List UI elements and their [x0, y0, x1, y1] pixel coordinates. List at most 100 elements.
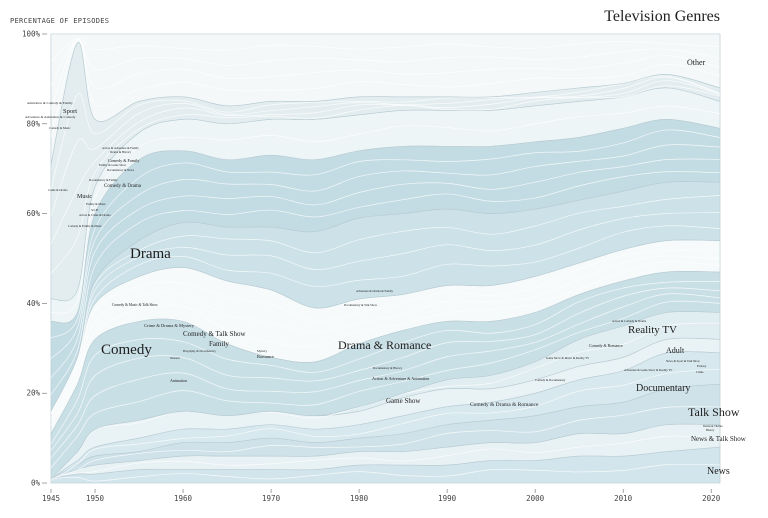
label-history: History [706, 429, 715, 432]
x-tick-label: 1960 [174, 494, 193, 503]
layer-subline [50, 280, 721, 445]
layer-subline [50, 225, 721, 411]
label-family: Family [209, 340, 229, 348]
layer-subline [50, 38, 721, 138]
layer-subline [50, 158, 721, 379]
label-drama: Drama [130, 246, 171, 262]
label-animation-comedy-family: Animation & Comedy & Family [27, 101, 73, 105]
label-drama-thriller: Drama & Thriller [703, 425, 723, 428]
layer-subline [50, 39, 721, 110]
layer-subline [50, 287, 721, 451]
label-comedy-music: Comedy & Music [49, 126, 71, 130]
label-western: Western [170, 356, 180, 360]
layer-subline [50, 80, 721, 245]
label-crime-drama: Crime & Drama [48, 188, 68, 192]
label-animation: Animation [170, 378, 187, 383]
layer-subline [50, 435, 721, 477]
layer-subline [50, 261, 721, 426]
layer-subline [50, 144, 721, 359]
label-family-music: Family & Music [86, 202, 107, 206]
label-documentary-history: Documentary & History [373, 366, 403, 370]
label-music: Music [77, 194, 92, 200]
layer-other [50, 33, 721, 165]
layer-subline [50, 37, 721, 62]
label-news-talk-show: News & Talk Show [691, 435, 747, 443]
label-sport: Sport [63, 108, 77, 115]
y-tick-label: 40% [26, 299, 40, 308]
label-documentary-family: Documentary & Family [89, 178, 118, 182]
layer-subline [50, 368, 721, 481]
label-sci-fi: Sci-Fi [91, 208, 99, 212]
stream-layers [50, 33, 721, 484]
layer-subline [50, 463, 721, 482]
label-news: News [707, 466, 730, 477]
x-tick-label: 2020 [702, 494, 721, 503]
label-crime: Crime [696, 370, 704, 374]
y-tick-label: 60% [26, 209, 40, 218]
label-news-sport-talk-show: News & Sport & Talk Show [666, 359, 701, 363]
label-comedy-documentary: Comedy & Documentary [535, 378, 566, 382]
chart-title: Television Genres [604, 8, 720, 25]
label-mystery: Mystery [257, 349, 267, 353]
label-crime-drama-mystery: Crime & Drama & Mystery [144, 323, 195, 328]
y-tick-label: 0% [31, 479, 41, 488]
y-axis-label: PERCENTAGE OF EPISODES [10, 17, 110, 25]
x-tick-label: 1945 [42, 494, 60, 503]
layer-subline [50, 212, 721, 413]
x-tick-label: 1980 [350, 494, 369, 503]
label-talk-show: Talk Show [688, 405, 740, 419]
label-biography-documentary: Biography & Documentary [183, 349, 216, 353]
y-tick-label: 20% [26, 389, 40, 398]
label-comedy-family: Comedy & Family [108, 158, 140, 163]
axes: 0% 20% 40% 60% 80% 100% 1945 1950 1960 1970 1980 19… [22, 30, 721, 504]
layer-subline [50, 300, 721, 468]
label-comedy-drama: Comedy & Drama [104, 184, 142, 189]
label-fantasy: Fantasy [697, 364, 707, 368]
layer-subline [50, 255, 721, 422]
label-action-adventure-animation: Action & Adventure & Animation [372, 376, 430, 381]
label-game-show: Game Show [386, 397, 421, 405]
stream-labels: Drama Comedy Drama & Romance Reality TV … [25, 58, 747, 477]
label-comedy: Comedy [101, 342, 152, 358]
label-comedy-music-talk-show: Comedy & Music & Talk Show [112, 303, 158, 307]
layer-subline [50, 249, 721, 419]
x-tick-label: 2010 [614, 494, 633, 503]
label-documentary: Documentary [636, 383, 690, 394]
label-comedy-family-music: Comedy & Family & Music [68, 224, 103, 228]
layer-subline [50, 129, 721, 339]
y-tick-label: 80% [26, 119, 40, 128]
layer-subline [50, 105, 721, 314]
x-tick-label: 2000 [526, 494, 545, 503]
label-comedy-romance: Comedy & Romance [589, 343, 623, 348]
layer-subline [50, 322, 721, 480]
label-comedy-talk-show: Comedy & Talk Show [183, 330, 247, 338]
layer-subline [50, 195, 721, 415]
label-adventure-animation-comedy: Adventure & Animation & Comedy [25, 115, 76, 119]
layer-subline [50, 293, 721, 459]
label-adventure-game-show-reality-tv: Adventure & Game Show & Reality TV [624, 368, 673, 372]
label-reality-tv: Reality TV [628, 324, 677, 336]
label-drama-romance: Drama & Romance [338, 338, 431, 352]
layer-subline [50, 39, 721, 85]
label-game-show-music-reality-tv: Game Show & Music & Reality TV [546, 356, 590, 360]
x-tick-label: 1990 [438, 494, 457, 503]
y-tick-label: 100% [22, 30, 41, 39]
label-adventure-drama-family: Adventure & Drama & Family [356, 289, 393, 293]
label-drama-history: Drama & History [110, 150, 131, 154]
layer-subline [50, 171, 721, 395]
layer-subline [50, 75, 721, 190]
label-romance: Romance [257, 354, 274, 359]
layer-subline [50, 85, 721, 274]
label-documentary-talk-show: Documentary & Talk Show [344, 303, 378, 307]
label-other: Other [687, 58, 706, 67]
layer-subline [50, 406, 721, 479]
label-adult: Adult [666, 346, 685, 355]
label-family-game-show: Family & Game Show [99, 163, 127, 167]
x-tick-label: 1950 [86, 494, 105, 503]
label-action-comedy-drama: Action & Comedy & Drama [612, 319, 647, 323]
label-action-adventure-family: Action & Adventure & Family [102, 146, 139, 150]
label-comedy-drama-romance: Comedy & Drama & Romance [470, 402, 539, 408]
layer-subline [50, 76, 721, 216]
label-action-crime-drama: Action & Crime & Drama [79, 213, 111, 217]
